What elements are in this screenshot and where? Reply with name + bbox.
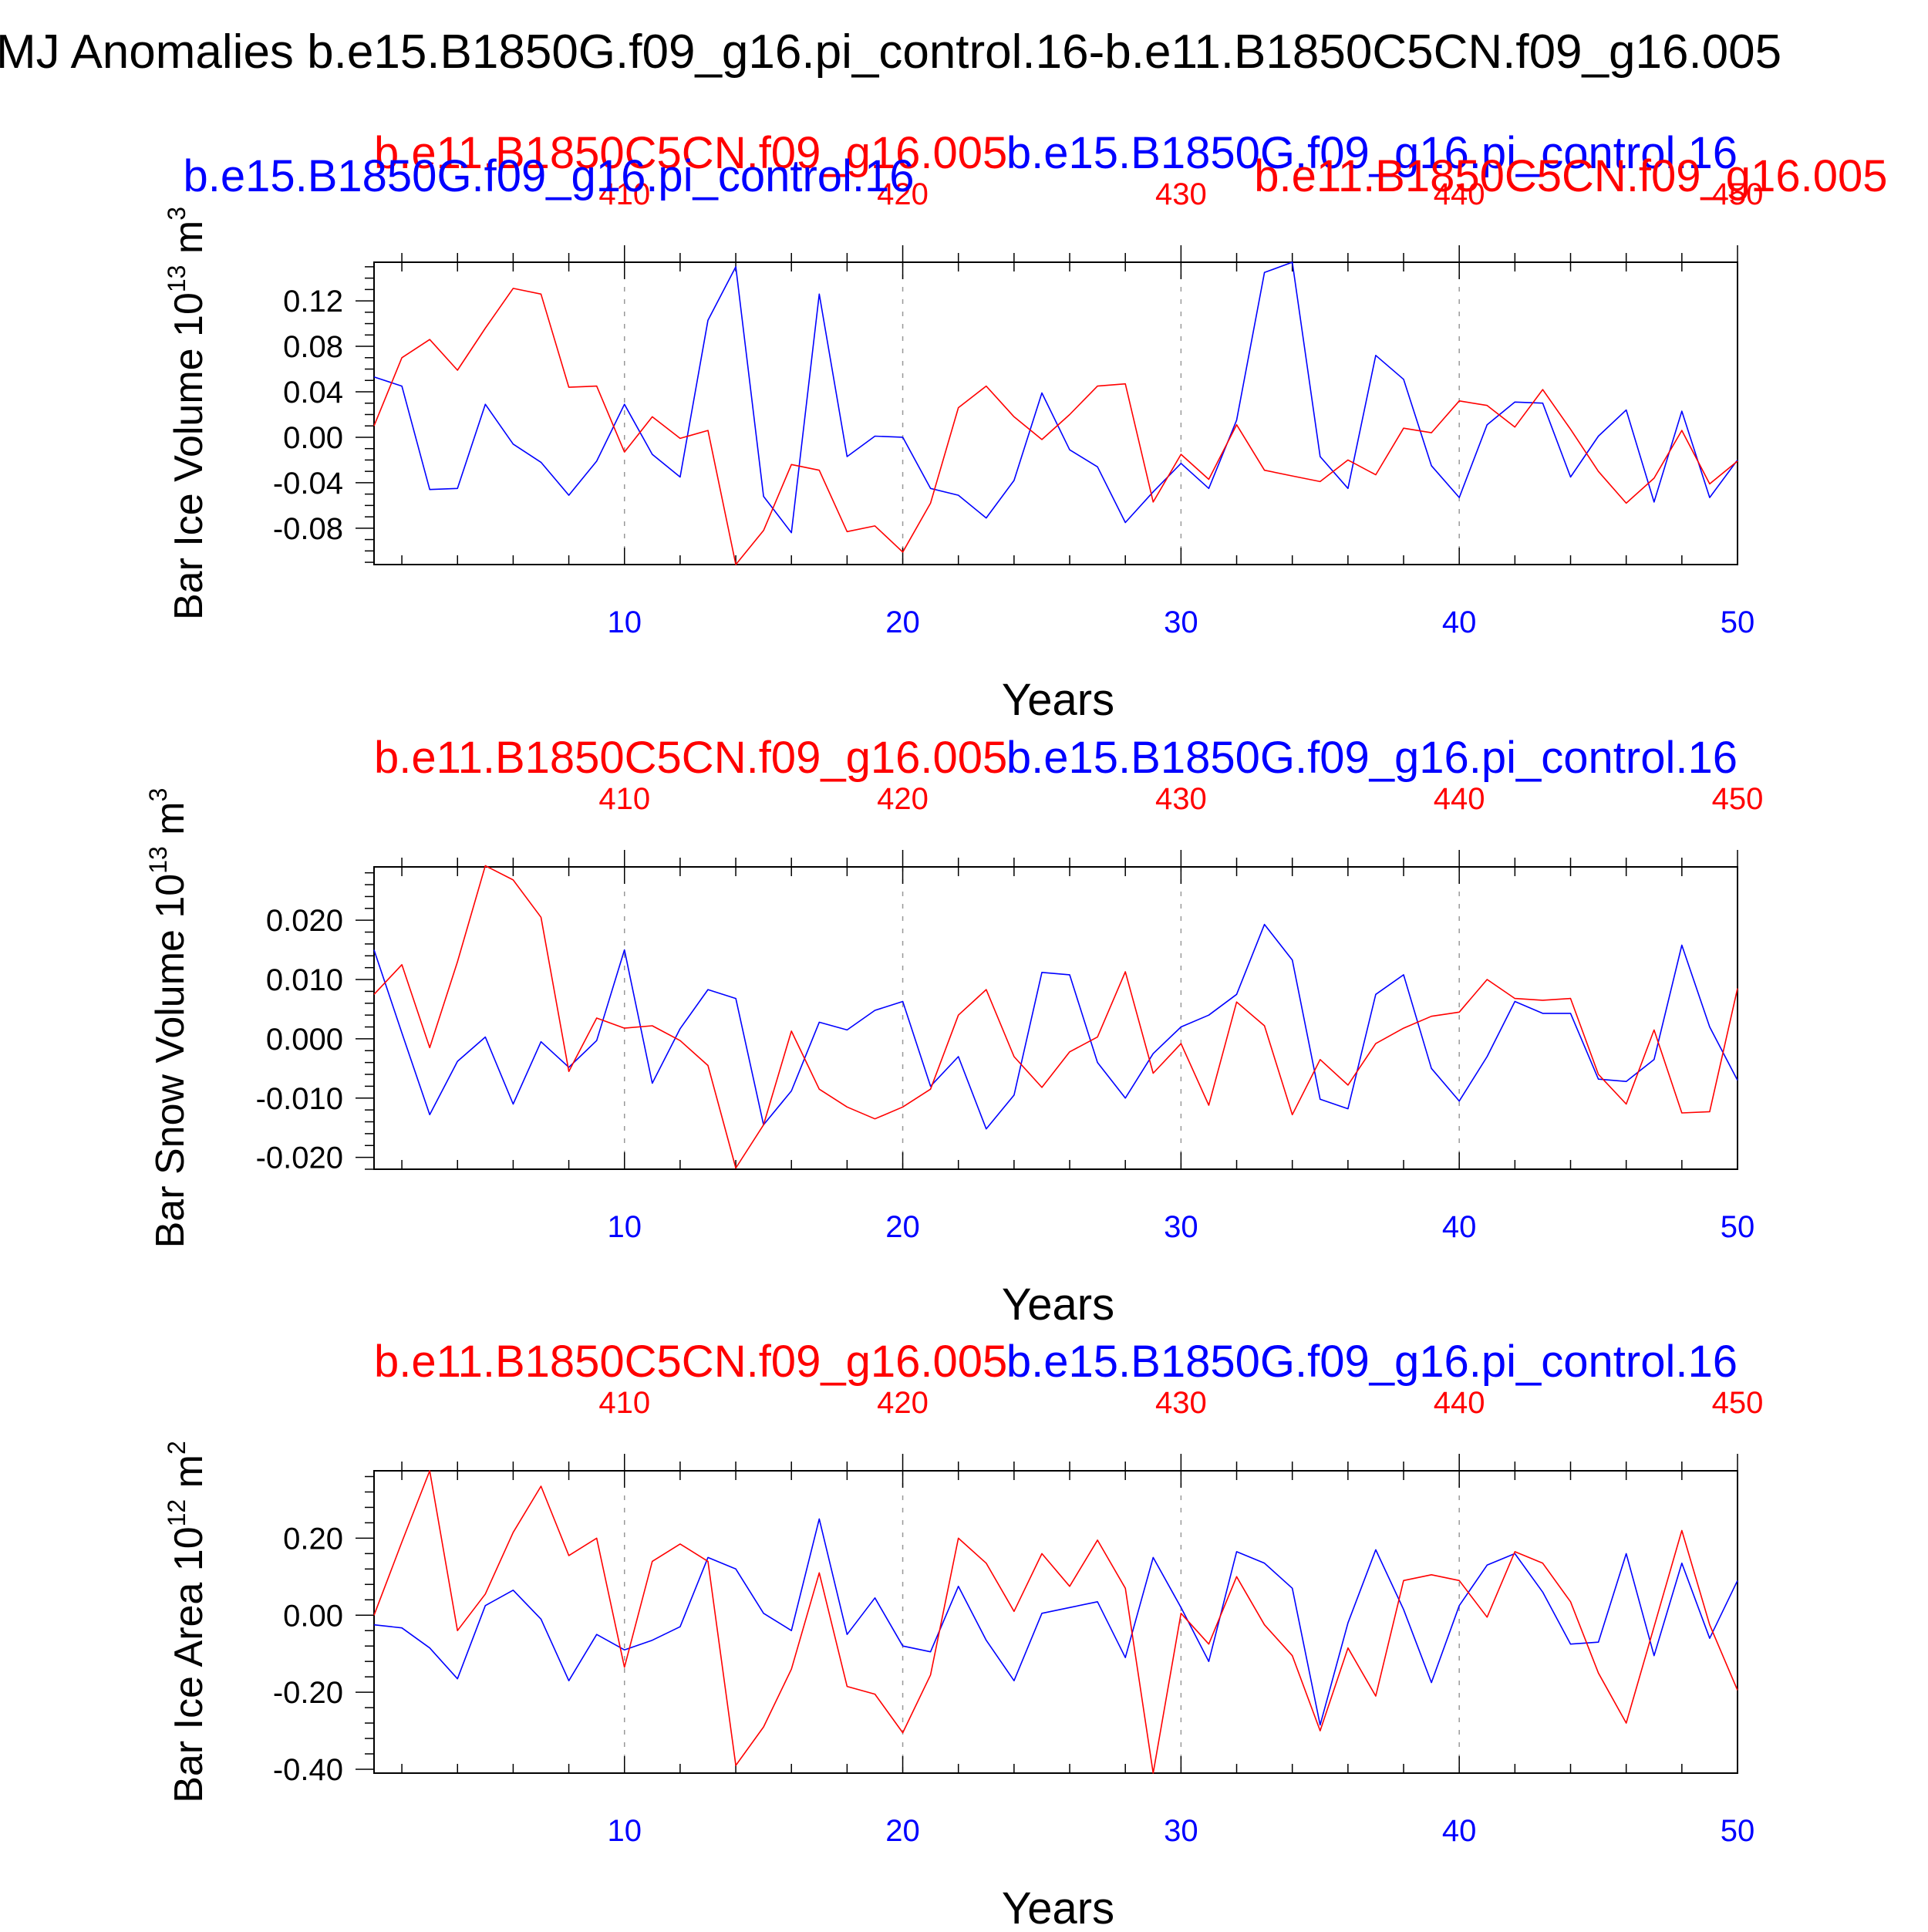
series-line-case — [373, 923, 1738, 1130]
y-tick-label: -0.010 — [256, 1082, 343, 1116]
y-axis-label-unit: m — [167, 1455, 211, 1499]
x-tick-label: 10 — [607, 1210, 642, 1244]
top-x-tick-label: 420 — [877, 177, 929, 211]
y-axis-label-unit: m — [167, 221, 211, 265]
y-axis-label-exponent: 12 — [163, 1499, 190, 1527]
x-tick-label: 40 — [1442, 605, 1477, 639]
series-line-case — [373, 261, 1738, 534]
top-x-tick-label: 420 — [877, 1386, 929, 1420]
top-x-tick-label: 440 — [1434, 1386, 1485, 1420]
y-axis-label-main: Bar Snow Volume 10 — [148, 874, 193, 1249]
x-tick-label: 10 — [607, 605, 642, 639]
series-name-label: b.e15.B1850G.f09_g16.pi_control.16 — [1006, 733, 1738, 783]
y-tick-label: 0.04 — [283, 376, 343, 410]
y-tick-label: 0.010 — [266, 963, 343, 997]
y-axis-label-main: Bar Ice Volume 10 — [167, 292, 211, 620]
top-x-tick-label: 410 — [598, 782, 650, 816]
y-tick-label: 0.020 — [266, 904, 343, 938]
y-tick-label: -0.04 — [273, 467, 343, 501]
y-axis-label-main: Bar Ice Area 10 — [167, 1526, 211, 1802]
figure-title: MJ Anomalies b.e15.B1850G.f09_g16.pi_con… — [0, 25, 1781, 79]
y-tick-label: -0.020 — [256, 1141, 343, 1175]
series-name-label: b.e15.B1850G.f09_g16.pi_control.16 — [183, 151, 914, 201]
panel-3: 10 410 20 420 30 430 40 440 50 450 -0.40 -0.20 0.00 0… — [163, 1337, 1764, 1932]
x-tick-label: 20 — [885, 1814, 920, 1848]
plot-frame — [373, 1470, 1738, 1774]
top-x-tick-label: 450 — [1712, 1386, 1764, 1420]
x-axis-label: Years — [1002, 675, 1114, 725]
series-line-control — [373, 865, 1738, 1169]
x-tick-label: 30 — [1164, 1814, 1198, 1848]
x-tick-label: 30 — [1164, 605, 1198, 639]
plot-frame — [373, 866, 1738, 1170]
top-x-tick-label: 410 — [598, 177, 650, 211]
y-tick-label: 0.08 — [283, 330, 343, 364]
series-name-label: b.e11.B1850C5CN.f09_g16.005 — [374, 128, 1007, 178]
series-name-label: b.e15.B1850G.f09_g16.pi_control.16 — [1006, 1337, 1738, 1387]
top-x-tick-label: 450 — [1712, 782, 1764, 816]
panel-2: 10 410 20 420 30 430 40 440 50 450 -0.020 -0.010 0.0… — [144, 733, 1763, 1330]
y-axis-label-exponent: 13 — [144, 846, 172, 874]
x-tick-label: 40 — [1442, 1210, 1477, 1244]
y-axis-label-exponent: 13 — [163, 265, 190, 293]
y-tick-label: -0.40 — [273, 1753, 343, 1787]
series-line-case — [373, 1518, 1738, 1726]
x-tick-label: 10 — [607, 1814, 642, 1848]
top-x-tick-label: 440 — [1434, 177, 1485, 211]
x-tick-label: 20 — [885, 1210, 920, 1244]
x-tick-label: 50 — [1721, 1210, 1755, 1244]
x-tick-label: 50 — [1721, 1814, 1755, 1848]
plot-frame — [373, 261, 1738, 565]
x-tick-label: 50 — [1721, 605, 1755, 639]
x-tick-label: 20 — [885, 605, 920, 639]
y-axis-label: Bar Ice Volume 1013 m3 — [163, 207, 211, 620]
y-tick-label: 0.00 — [283, 421, 343, 455]
series-name-label: b.e11.B1850C5CN.f09_g16.005 — [1254, 151, 1887, 201]
y-axis-label-unit-exponent: 3 — [144, 788, 172, 802]
top-x-tick-label: 430 — [1155, 177, 1207, 211]
y-tick-label: -0.20 — [273, 1676, 343, 1710]
y-axis-label-unit: m — [148, 801, 193, 846]
x-axis-label: Years — [1002, 1883, 1114, 1928]
top-x-tick-label: 410 — [598, 1386, 650, 1420]
top-x-tick-label: 450 — [1712, 177, 1764, 211]
x-axis-label: Years — [1002, 1280, 1114, 1330]
y-axis-label: Bar Snow Volume 1013 m3 — [144, 788, 193, 1249]
series-line-control — [373, 1470, 1738, 1774]
top-x-tick-label: 430 — [1155, 1386, 1207, 1420]
series-name-label: b.e15.B1850G.f09_g16.pi_control.16 — [1006, 128, 1738, 178]
series-line-control — [373, 288, 1738, 565]
x-tick-label: 40 — [1442, 1814, 1477, 1848]
y-axis-label-unit-exponent: 2 — [163, 1441, 190, 1455]
y-tick-label: 0.20 — [283, 1522, 343, 1556]
top-x-tick-label: 440 — [1434, 782, 1485, 816]
series-name-label: b.e11.B1850C5CN.f09_g16.005 — [374, 733, 1007, 783]
y-axis-label: Bar Ice Area 1012 m2 — [163, 1441, 211, 1803]
y-axis-label-unit-exponent: 3 — [163, 207, 190, 221]
top-x-tick-label: 420 — [877, 782, 929, 816]
panel-1: 10 410 20 420 30 430 40 440 50 450 -0.08 -0.04 0.00 0… — [163, 128, 1887, 725]
y-tick-label: 0.00 — [283, 1599, 343, 1633]
y-tick-label: 0.000 — [266, 1023, 343, 1057]
y-tick-label: -0.08 — [273, 512, 343, 546]
x-tick-label: 30 — [1164, 1210, 1198, 1244]
y-tick-label: 0.12 — [283, 285, 343, 319]
chart-panels: 1041020420304304044050450-0.08-0.040.000… — [144, 128, 1887, 1932]
top-x-tick-label: 430 — [1155, 782, 1207, 816]
series-name-label: b.e11.B1850C5CN.f09_g16.005 — [374, 1337, 1007, 1387]
